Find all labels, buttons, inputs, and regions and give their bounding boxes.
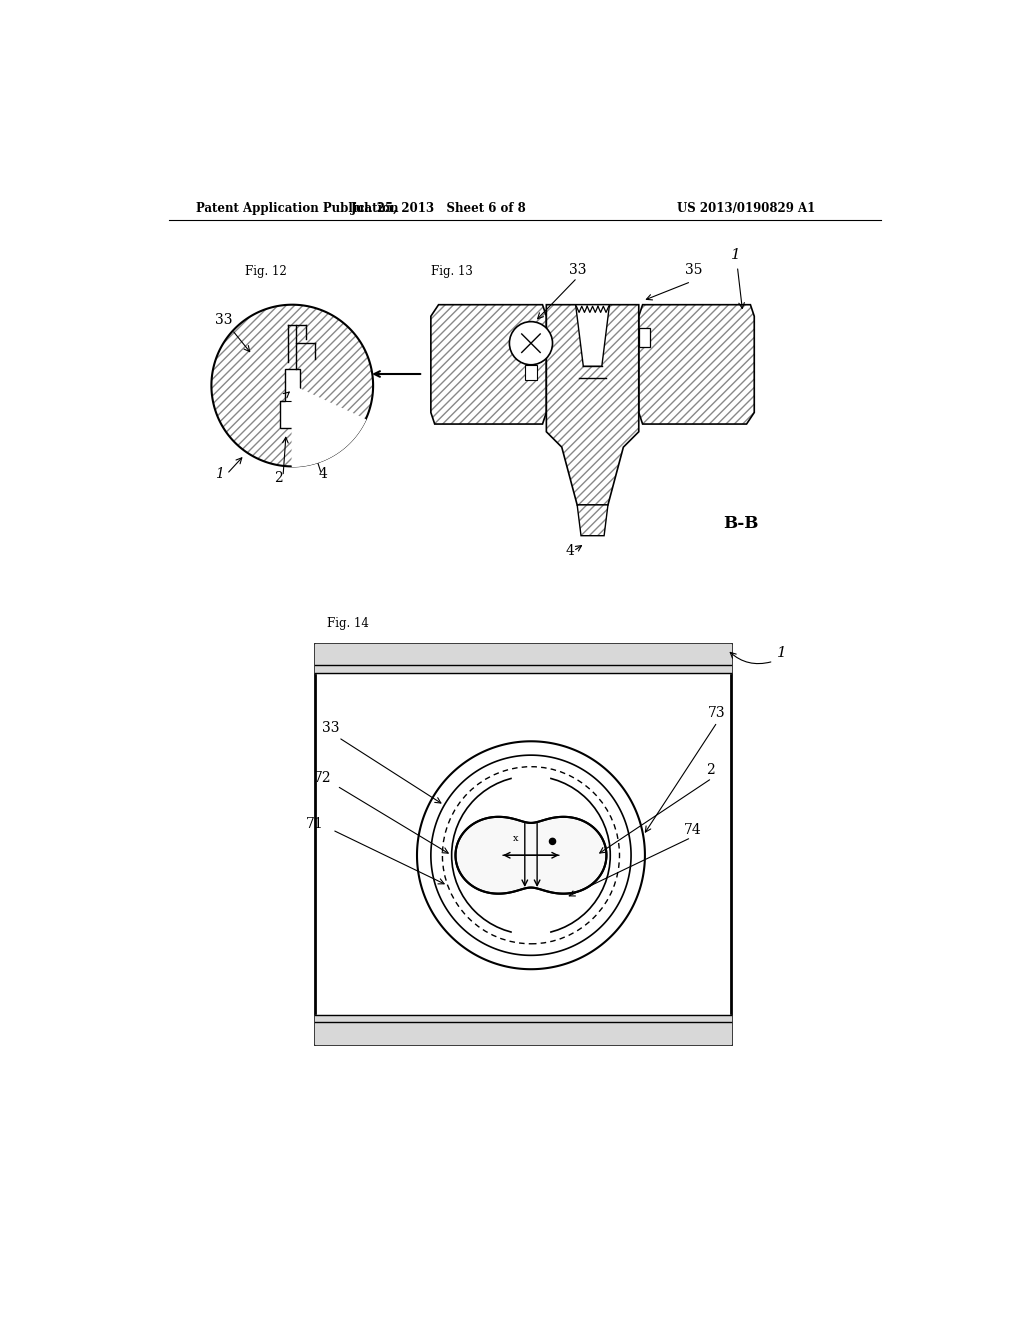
- Text: 33: 33: [322, 721, 339, 735]
- Circle shape: [509, 322, 553, 364]
- Text: B-B: B-B: [724, 515, 759, 532]
- Text: 2: 2: [274, 471, 283, 484]
- Polygon shape: [280, 368, 304, 428]
- Polygon shape: [417, 742, 645, 969]
- Polygon shape: [575, 305, 609, 367]
- Polygon shape: [315, 1015, 731, 1044]
- Polygon shape: [524, 364, 538, 380]
- Polygon shape: [578, 506, 608, 536]
- Text: Fig. 13: Fig. 13: [431, 265, 473, 279]
- Polygon shape: [315, 644, 731, 673]
- Polygon shape: [211, 305, 373, 466]
- Text: 4: 4: [318, 467, 328, 480]
- Text: 35: 35: [685, 263, 702, 277]
- Text: x: x: [513, 834, 518, 842]
- Text: 73: 73: [708, 706, 726, 719]
- Text: 2: 2: [707, 763, 716, 777]
- Bar: [315, 644, 731, 1044]
- Polygon shape: [639, 305, 755, 424]
- Text: 72: 72: [313, 771, 332, 785]
- Text: Fig. 14: Fig. 14: [327, 616, 369, 630]
- Text: US 2013/0190829 A1: US 2013/0190829 A1: [678, 202, 816, 215]
- Text: Fig. 12: Fig. 12: [245, 265, 287, 279]
- Text: 4: 4: [565, 544, 574, 558]
- Polygon shape: [431, 305, 547, 424]
- Text: 33: 33: [215, 313, 250, 351]
- Polygon shape: [456, 817, 606, 894]
- Polygon shape: [431, 755, 631, 956]
- Polygon shape: [292, 385, 366, 466]
- Text: 1: 1: [215, 467, 223, 480]
- Circle shape: [452, 776, 610, 935]
- Polygon shape: [639, 327, 650, 347]
- Text: 1: 1: [731, 248, 741, 261]
- Text: 74: 74: [683, 824, 701, 837]
- Polygon shape: [547, 305, 639, 506]
- Text: 1: 1: [777, 647, 787, 660]
- Text: Patent Application Publication: Patent Application Publication: [196, 202, 398, 215]
- Text: Jul. 25, 2013   Sheet 6 of 8: Jul. 25, 2013 Sheet 6 of 8: [350, 202, 526, 215]
- Text: 71: 71: [306, 817, 324, 832]
- Text: 33: 33: [569, 263, 587, 277]
- Circle shape: [550, 838, 556, 845]
